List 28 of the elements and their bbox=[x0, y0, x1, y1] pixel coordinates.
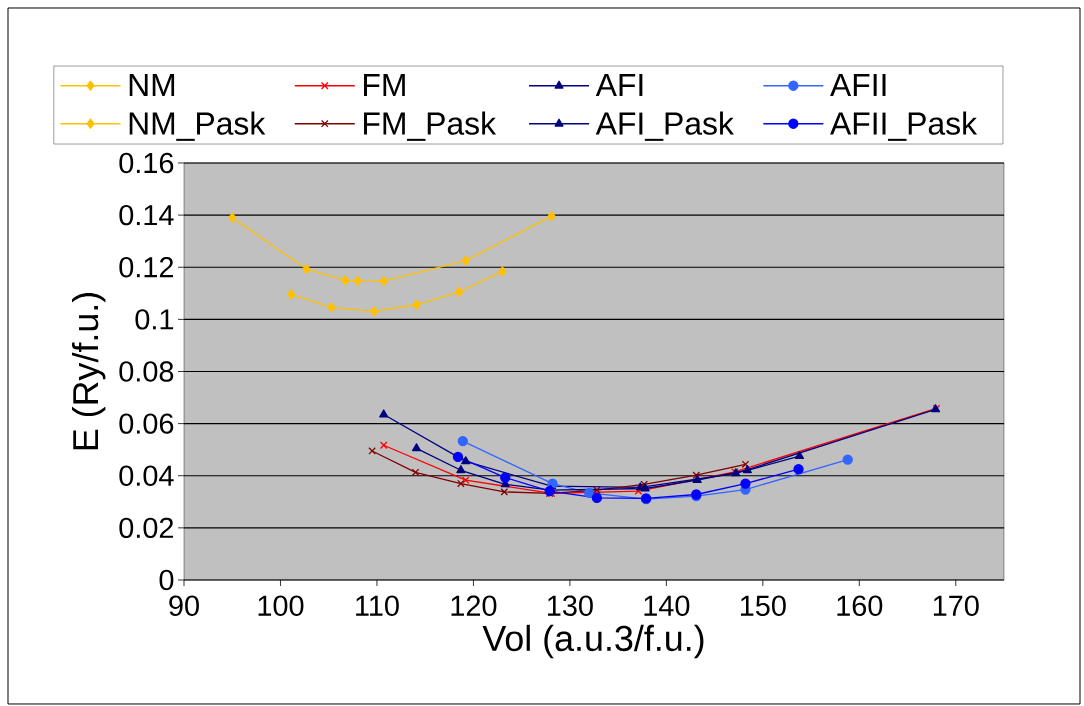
x-tick-label: 120 bbox=[451, 595, 497, 616]
y-tick-label: 0.14 bbox=[119, 204, 174, 226]
legend-label: AFII_Pask bbox=[830, 111, 978, 141]
y-tick-label: 0.08 bbox=[119, 361, 174, 382]
y-tick-label: 0.12 bbox=[119, 257, 174, 278]
legend-label: FM_Pask bbox=[364, 111, 497, 141]
legend-label: AFI bbox=[595, 74, 643, 96]
legend-label: NM bbox=[129, 74, 175, 96]
legend-label: NM_Pask bbox=[129, 111, 266, 141]
x-tick-label: 130 bbox=[547, 595, 593, 616]
x-tick-label: 140 bbox=[644, 595, 690, 616]
x-tick-label: 110 bbox=[356, 595, 399, 616]
y-tick-label: 0 bbox=[159, 569, 174, 591]
legend-label: FM bbox=[364, 74, 405, 96]
y-tick-label: 0.06 bbox=[119, 413, 174, 434]
x-tick-label: 160 bbox=[837, 595, 883, 616]
x-tick-label: 170 bbox=[933, 595, 979, 616]
x-axis-title: Vol (a.u.3/f.u.) bbox=[482, 624, 704, 659]
x-tick-label: 100 bbox=[258, 595, 304, 616]
y-tick-label: 0.04 bbox=[119, 465, 174, 486]
legend-label: AFII bbox=[830, 74, 886, 96]
y-tick-label: 0.16 bbox=[119, 152, 174, 174]
y-tick-label: 0.1 bbox=[135, 309, 174, 330]
legend-label: AFI_Pask bbox=[595, 111, 734, 141]
y-tick-label: 0.02 bbox=[119, 517, 174, 539]
x-tick-label: 150 bbox=[740, 595, 786, 616]
y-axis-title: E (Ry/f.u.) bbox=[71, 293, 106, 450]
x-tick-label: 90 bbox=[169, 595, 199, 616]
